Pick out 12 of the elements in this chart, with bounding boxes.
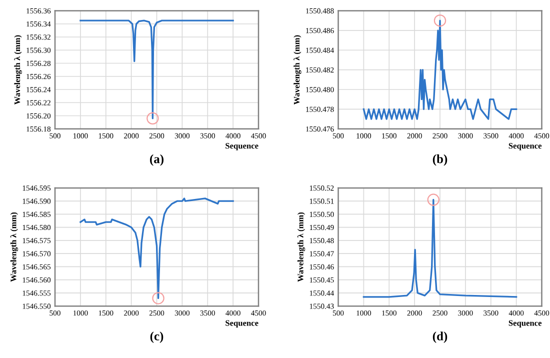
text: (c) [150, 332, 164, 343]
x-axis-title: Sequence [508, 143, 542, 150]
x-axis-title: Sequence [508, 320, 542, 328]
x-axis-title: Sequence [226, 320, 258, 328]
text: (b) [432, 154, 448, 166]
x-axis-title: Sequence [226, 143, 258, 150]
text: (a) [150, 154, 164, 166]
y-axis-title: Wavelength λ (mm) [297, 212, 306, 282]
text: (d) [432, 332, 448, 343]
y-axis-title: Wavelength λ (mm) [10, 212, 18, 282]
y-axis-title: Wavelength λ (mm) [14, 35, 22, 105]
y-axis-title: Wavelength λ (mm) [294, 35, 302, 105]
